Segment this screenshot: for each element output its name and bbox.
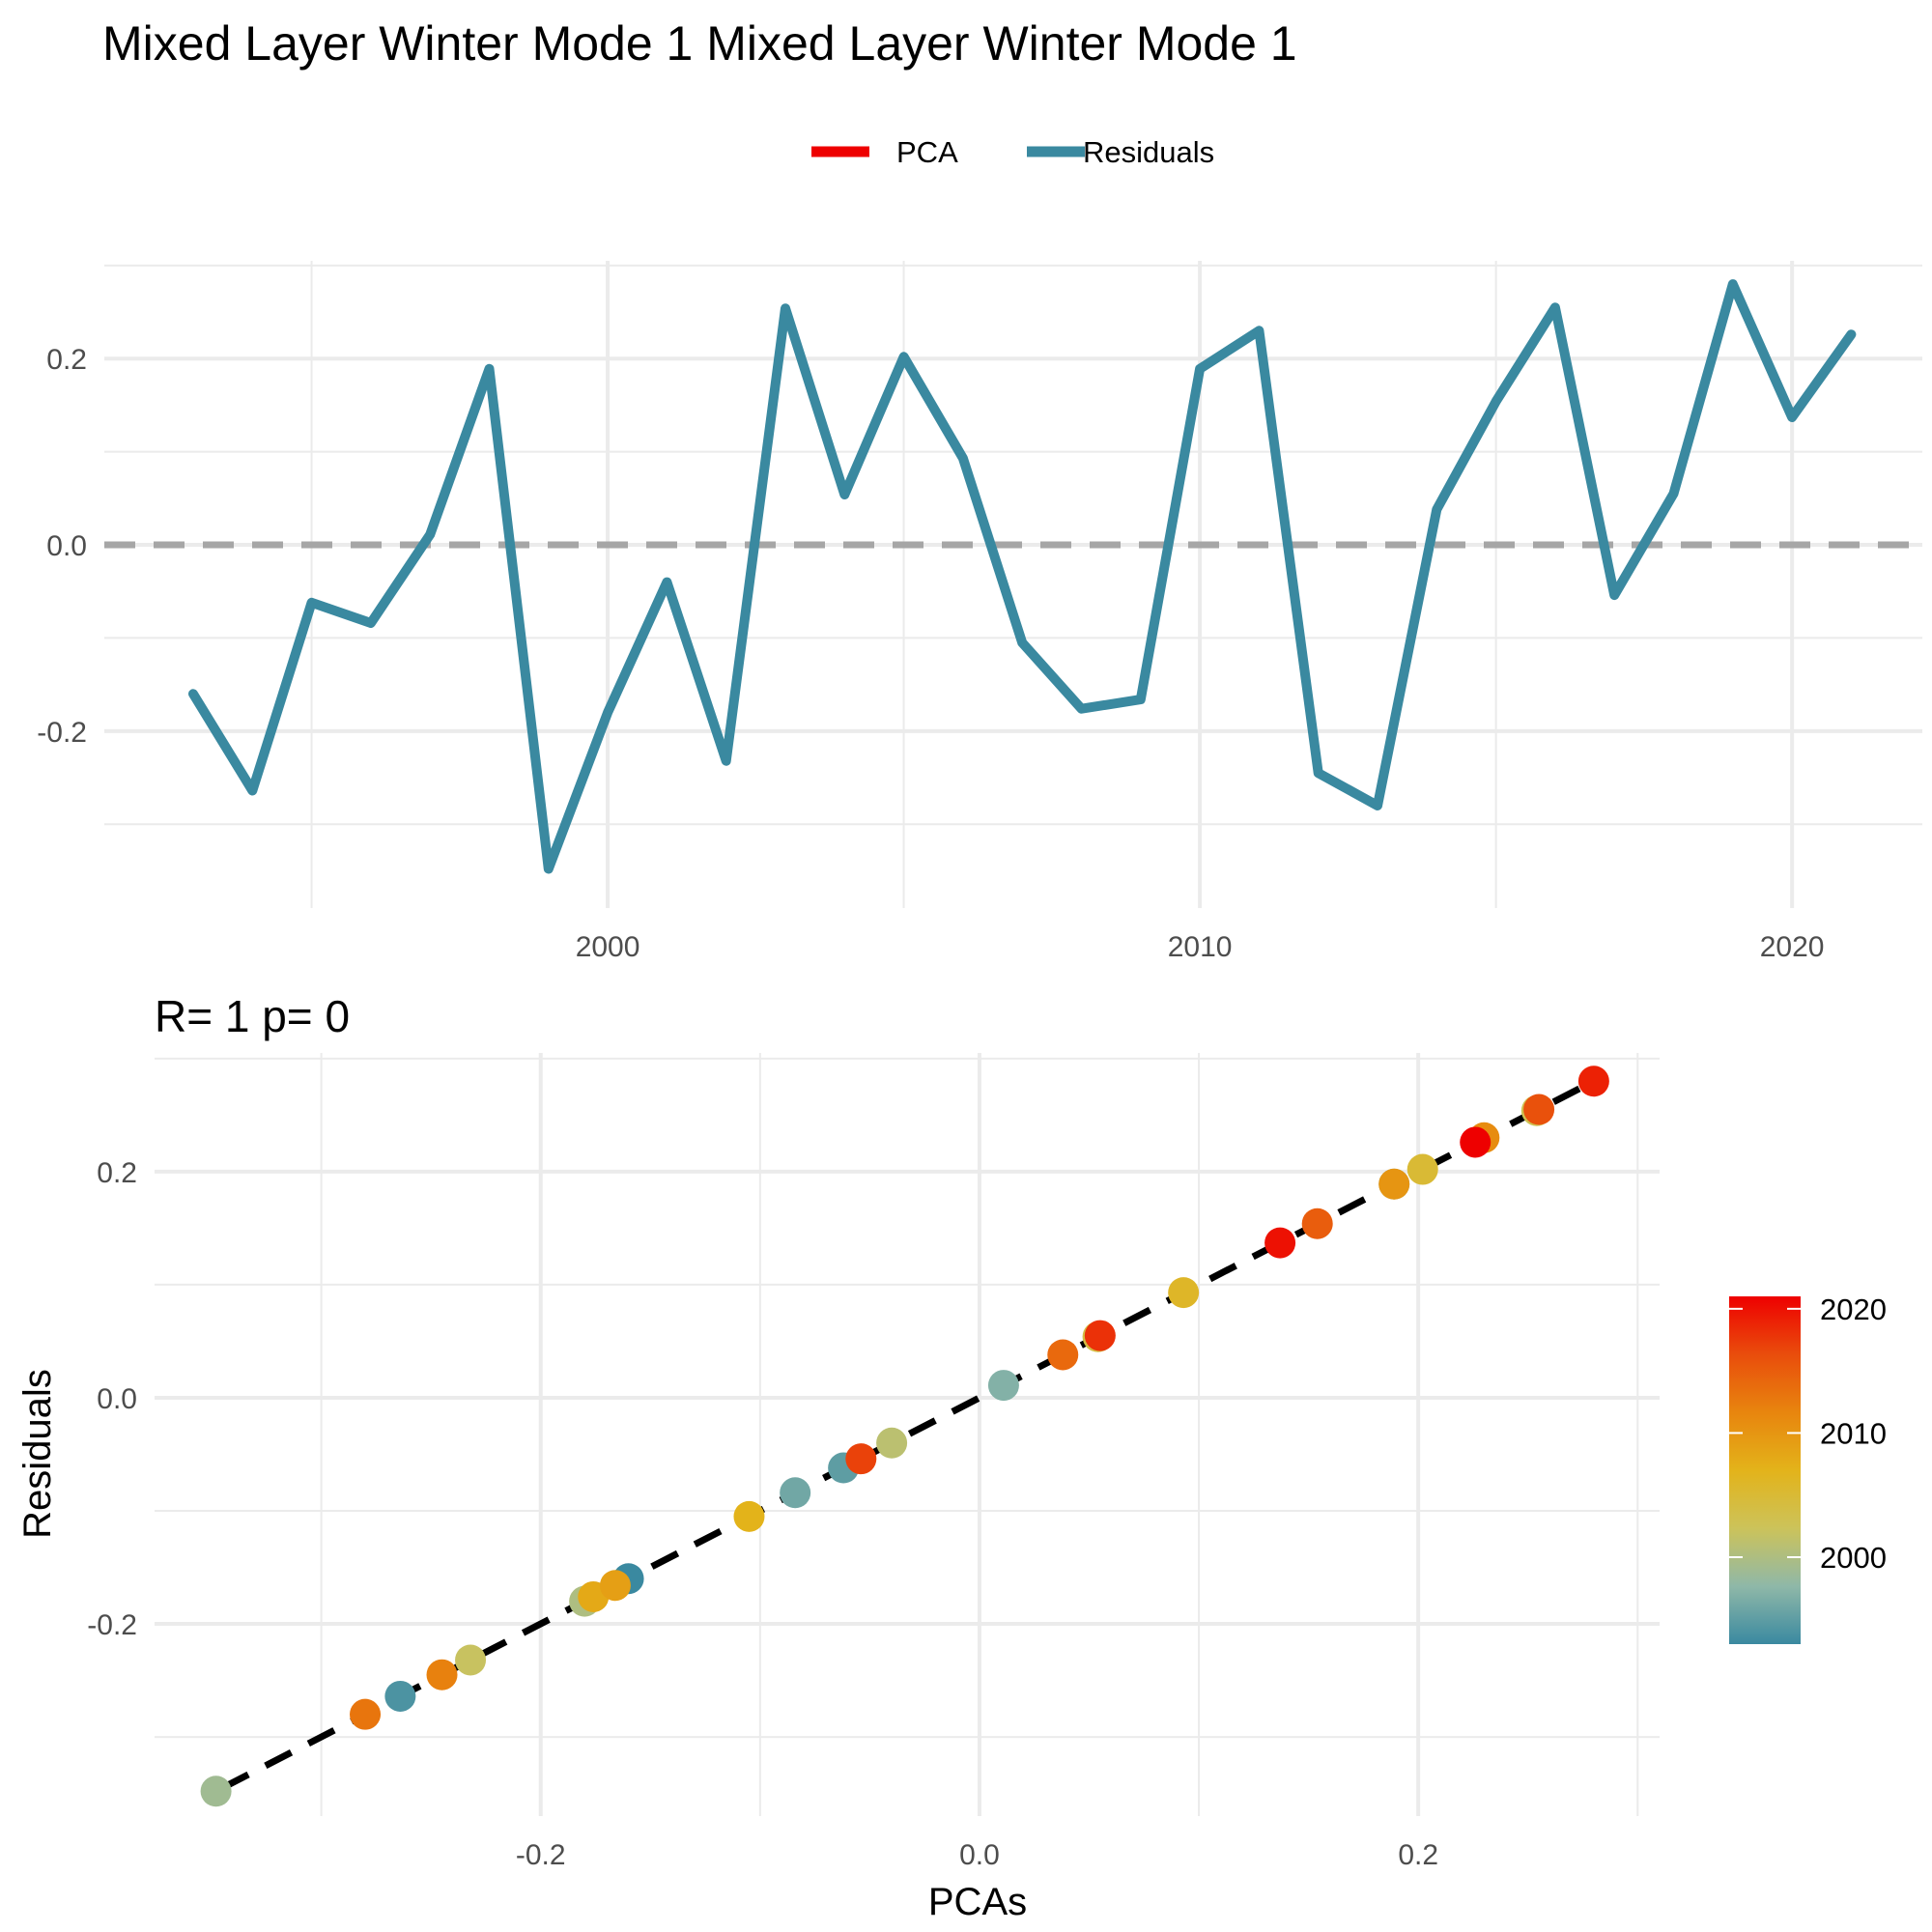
scatter-point — [1378, 1168, 1410, 1200]
scatter-point — [780, 1477, 811, 1509]
top-x-tick-label: 2010 — [1168, 931, 1233, 963]
scatter-point — [1084, 1320, 1116, 1351]
scatter-point — [1047, 1339, 1079, 1371]
time-series-panel: -0.2 0.0 0.2 2000 2010 2020 — [37, 261, 1922, 963]
x-axis-label: PCAs — [928, 1881, 1027, 1923]
scatter-point — [1523, 1094, 1555, 1125]
scatter-panel: R= 1 p= 0 -0.2 0.0 0.2 -0.2 0.0 0.2 PCAs… — [16, 991, 1660, 1923]
colorbar-tick-label: 2010 — [1820, 1416, 1887, 1450]
colorbar: 2000 2010 2020 — [1729, 1293, 1887, 1644]
chart-title: Mixed Layer Winter Mode 1 Mixed Layer Wi… — [102, 16, 1297, 71]
scatter-point — [350, 1698, 382, 1730]
scatter-point — [455, 1644, 487, 1676]
legend: PCA Residuals — [811, 135, 1214, 169]
scatter-point — [845, 1443, 877, 1475]
bottom-x-tick-label: -0.2 — [516, 1839, 566, 1871]
bottom-y-tick-labels: -0.2 0.0 0.2 — [87, 1157, 137, 1641]
legend-label-pca: PCA — [896, 135, 958, 169]
top-y-tick-labels: -0.2 0.0 0.2 — [37, 344, 87, 749]
scatter-point — [1301, 1208, 1333, 1239]
bottom-x-tick-labels: -0.2 0.0 0.2 — [516, 1839, 1438, 1871]
y-axis-label: Residuals — [16, 1369, 59, 1539]
scatter-point — [1460, 1126, 1492, 1158]
residuals-series-line — [188, 279, 1857, 874]
scatter-point — [876, 1427, 908, 1459]
scatter-point — [426, 1659, 458, 1690]
bottom-x-tick-label: 0.0 — [959, 1839, 1000, 1871]
scatter-point — [599, 1570, 631, 1602]
scatter-point — [987, 1370, 1019, 1402]
scatter-point — [1264, 1227, 1296, 1259]
scatter-point — [733, 1500, 765, 1532]
colorbar-gradient — [1729, 1296, 1801, 1644]
bottom-y-tick-label: 0.2 — [97, 1157, 137, 1189]
top-grid — [104, 261, 1922, 908]
colorbar-tick-label: 2000 — [1820, 1541, 1887, 1575]
scatter-point — [1406, 1153, 1438, 1185]
bottom-y-tick-label: -0.2 — [87, 1609, 137, 1641]
scatter-point — [1577, 1065, 1609, 1097]
colorbar-ticks — [1729, 1307, 1801, 1558]
legend-label-residuals: Residuals — [1083, 135, 1214, 169]
top-y-tick-label: 0.2 — [46, 344, 87, 376]
top-x-tick-label: 2020 — [1760, 931, 1825, 963]
top-x-tick-labels: 2000 2010 2020 — [576, 931, 1825, 963]
top-y-tick-label: -0.2 — [37, 717, 87, 749]
colorbar-tick-label: 2020 — [1820, 1293, 1887, 1326]
scatter-point — [1168, 1277, 1200, 1309]
scatter-point — [384, 1680, 416, 1712]
top-x-tick-label: 2000 — [576, 931, 640, 963]
bottom-y-tick-label: 0.0 — [97, 1383, 137, 1415]
bottom-x-tick-label: 0.2 — [1398, 1839, 1438, 1871]
correlation-subtitle: R= 1 p= 0 — [155, 991, 350, 1041]
top-y-tick-label: 0.0 — [46, 530, 87, 562]
scatter-points — [200, 1065, 1609, 1807]
scatter-point — [200, 1776, 232, 1807]
